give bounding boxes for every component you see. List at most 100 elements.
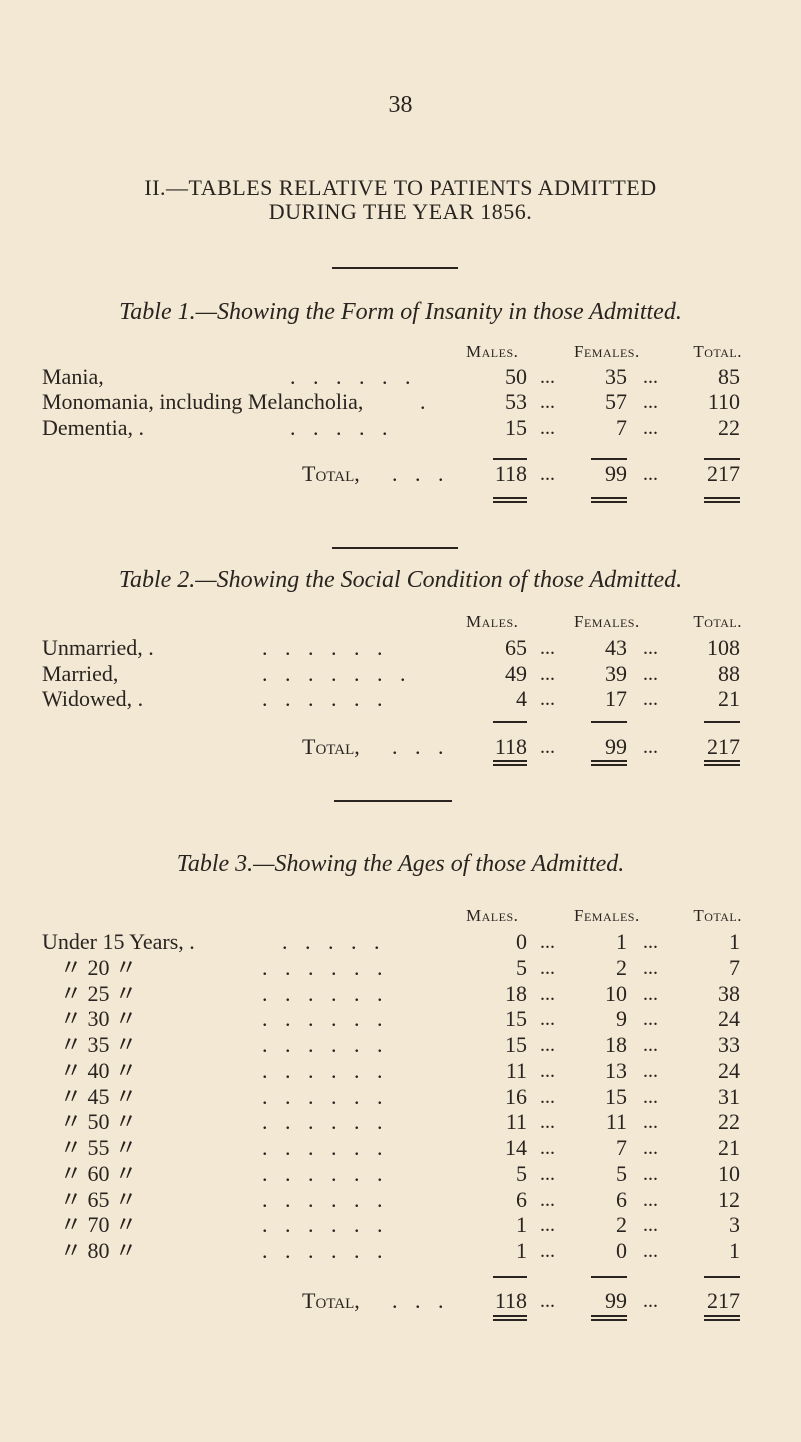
total-label: Total, xyxy=(302,734,360,759)
ellipsis: ... xyxy=(540,417,555,439)
ellipsis: ... xyxy=(540,1059,555,1082)
row-label: Widowed, . xyxy=(42,686,144,711)
males-value: 4 xyxy=(516,686,527,711)
column-header-total: Total. xyxy=(693,342,742,361)
ellipsis: ... xyxy=(540,736,555,758)
column-header-females: Females. xyxy=(574,906,640,925)
males-value: 18 xyxy=(505,980,527,1006)
sum-rule xyxy=(591,721,627,723)
males-value: 16 xyxy=(505,1083,527,1109)
total-value: 12 xyxy=(718,1186,740,1212)
sum-rule xyxy=(493,1276,527,1278)
ellipsis: ... xyxy=(643,1240,658,1262)
ellipsis: ... xyxy=(643,366,658,388)
column-header-total: Total. xyxy=(693,906,742,925)
ellipsis: ... xyxy=(540,1240,555,1262)
ellipsis: ... xyxy=(643,1111,658,1134)
females-value: 6 xyxy=(616,1186,627,1212)
total-value: 33 xyxy=(718,1032,740,1057)
total-value: 22 xyxy=(718,1109,740,1135)
total-value: 108 xyxy=(707,635,740,660)
total-value: 21 xyxy=(718,1135,740,1160)
double-rule xyxy=(704,764,740,766)
leader-dots: . . . . . . xyxy=(262,635,383,660)
females-value: 99 xyxy=(605,1288,627,1313)
double-rule xyxy=(704,1319,740,1321)
females-value: 15 xyxy=(605,1083,627,1109)
males-value: 0 xyxy=(516,929,527,954)
row-label: 〃 50 〃 xyxy=(60,1109,138,1135)
row-label: 〃 70 〃 xyxy=(60,1212,138,1238)
total-value: 10 xyxy=(718,1160,740,1186)
ellipsis: ... xyxy=(540,391,555,413)
double-rule xyxy=(493,1315,527,1317)
females-value: 17 xyxy=(605,686,627,711)
double-rule xyxy=(704,497,740,499)
ellipsis: ... xyxy=(643,391,658,413)
leader-dots: . . . . . . xyxy=(262,1160,383,1186)
ellipsis: ... xyxy=(540,982,555,1005)
total-label: Total, xyxy=(302,1288,360,1313)
females-value: 11 xyxy=(605,1109,627,1135)
males-value: 1 xyxy=(516,1238,527,1263)
double-rule xyxy=(591,501,627,503)
sum-rule xyxy=(493,721,527,723)
females-value: 13 xyxy=(605,1057,627,1083)
divider xyxy=(332,547,458,549)
males-value: 15 xyxy=(505,1032,527,1057)
row-label: Unmarried, . xyxy=(42,635,154,660)
leader-dots: . xyxy=(420,389,426,414)
total-value: 3 xyxy=(729,1212,740,1238)
double-rule xyxy=(591,764,627,766)
ellipsis: ... xyxy=(540,1111,555,1134)
divider xyxy=(332,267,458,269)
males-value: 5 xyxy=(516,954,527,980)
leader-dots: . . . . . . xyxy=(262,1057,383,1083)
females-value: 43 xyxy=(605,635,627,660)
males-value: 15 xyxy=(505,415,527,440)
double-rule xyxy=(493,760,527,762)
leader-dots: . . . . . xyxy=(282,929,380,954)
ellipsis: ... xyxy=(540,463,555,485)
column-header-females: Females. xyxy=(574,612,640,631)
ellipsis: ... xyxy=(540,956,555,979)
row-label: Mania, xyxy=(42,364,104,389)
leader-dots: . . . . . . xyxy=(262,1006,383,1032)
ellipsis: ... xyxy=(540,1290,555,1312)
heading-line-1: II.—TABLES RELATIVE TO PATIENTS ADMITTED xyxy=(144,175,657,200)
column-header-total: Total. xyxy=(693,612,742,631)
ellipsis: ... xyxy=(540,1034,555,1056)
leader-dots: . . . . . . xyxy=(262,1186,383,1212)
females-value: 7 xyxy=(616,415,627,440)
table-title: Table 2.—Showing the Social Condition of… xyxy=(118,567,683,593)
ellipsis: ... xyxy=(643,931,658,953)
leader-dots: . . . . . . xyxy=(262,1238,383,1263)
heading-line-2: DURING THE YEAR 1856. xyxy=(268,199,533,224)
row-label: Dementia, . xyxy=(42,415,145,440)
leader-dots: . . . . . . xyxy=(262,980,383,1006)
row-label: Married, xyxy=(42,661,119,686)
total-value: 110 xyxy=(707,389,740,414)
females-value: 39 xyxy=(605,661,627,686)
ellipsis: ... xyxy=(643,1059,658,1082)
total-value: 31 xyxy=(718,1083,740,1109)
females-value: 2 xyxy=(616,954,627,980)
double-rule xyxy=(493,497,527,499)
males-value: 14 xyxy=(505,1135,527,1160)
leader-dots: . . . . . xyxy=(290,415,388,440)
ellipsis: ... xyxy=(540,1137,555,1159)
ellipsis: ... xyxy=(540,1008,555,1031)
row-label: 〃 45 〃 xyxy=(60,1083,138,1109)
row-label: 〃 55 〃 xyxy=(60,1135,138,1160)
row-label: 〃 40 〃 xyxy=(60,1057,138,1083)
sum-rule xyxy=(704,721,740,723)
ellipsis: ... xyxy=(643,1085,658,1108)
ellipsis: ... xyxy=(643,956,658,979)
ellipsis: ... xyxy=(643,982,658,1005)
ellipsis: ... xyxy=(643,663,658,685)
ellipsis: ... xyxy=(643,463,658,485)
ellipsis: ... xyxy=(540,637,555,659)
double-rule xyxy=(493,764,527,766)
ellipsis: ... xyxy=(643,1214,658,1237)
